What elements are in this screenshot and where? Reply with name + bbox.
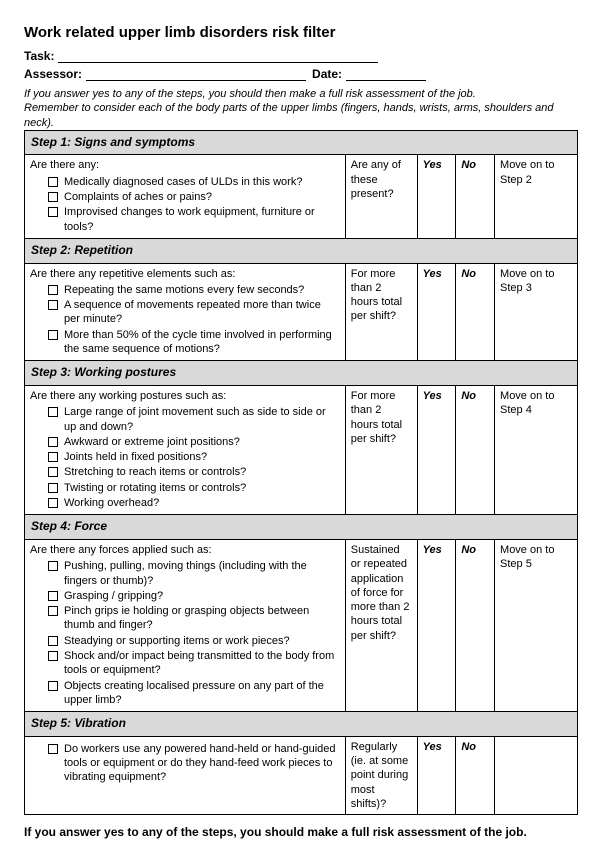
checklist-item[interactable]: Complaints of aches or pains? bbox=[48, 190, 340, 204]
sub-question-cell: For more than 2 hours total per shift? bbox=[345, 385, 417, 514]
question-text: Are there any working postures such as: bbox=[30, 389, 340, 403]
yes-cell[interactable]: Yes bbox=[417, 385, 456, 514]
checklist-item[interactable]: Pinch grips ie holding or grasping objec… bbox=[48, 604, 340, 633]
checklist-item[interactable]: Repeating the same motions every few sec… bbox=[48, 283, 340, 297]
page-title: Work related upper limb disorders risk f… bbox=[24, 24, 578, 41]
risk-filter-table: Step 1: Signs and symptomsAre there any:… bbox=[24, 130, 578, 815]
step-header: Step 2: Repetition bbox=[25, 238, 578, 263]
no-cell[interactable]: No bbox=[456, 736, 495, 814]
checklist-item[interactable]: More than 50% of the cycle time involved… bbox=[48, 328, 340, 357]
checklist-item[interactable]: Awkward or extreme joint positions? bbox=[48, 435, 340, 449]
sub-question-cell: Sustained or repeated application of for… bbox=[345, 539, 417, 711]
action-cell: Move on to Step 3 bbox=[495, 263, 578, 361]
action-cell bbox=[495, 736, 578, 814]
no-cell[interactable]: No bbox=[456, 385, 495, 514]
step-question-cell: Do workers use any powered hand-held or … bbox=[25, 736, 346, 814]
checklist-item[interactable]: Large range of joint movement such as si… bbox=[48, 405, 340, 434]
assessor-label: Assessor: bbox=[24, 67, 82, 81]
action-cell: Move on to Step 5 bbox=[495, 539, 578, 711]
no-cell[interactable]: No bbox=[456, 539, 495, 711]
checklist-item[interactable]: Improvised changes to work equipment, fu… bbox=[48, 205, 340, 234]
no-cell[interactable]: No bbox=[456, 263, 495, 361]
question-text: Are there any repetitive elements such a… bbox=[30, 267, 340, 281]
checklist-item[interactable]: Joints held in fixed positions? bbox=[48, 450, 340, 464]
checklist-item[interactable]: Twisting or rotating items or controls? bbox=[48, 481, 340, 495]
step-question-cell: Are there any working postures such as: L… bbox=[25, 385, 346, 514]
task-label: Task: bbox=[24, 49, 54, 63]
no-cell[interactable]: No bbox=[456, 155, 495, 238]
yes-cell[interactable]: Yes bbox=[417, 155, 456, 238]
question-text: Are there any forces applied such as: bbox=[30, 543, 340, 557]
step-header: Step 4: Force bbox=[25, 515, 578, 540]
checklist-item[interactable]: Grasping / gripping? bbox=[48, 589, 340, 603]
checklist-item[interactable]: Stretching to reach items or controls? bbox=[48, 465, 340, 479]
intro-line1: If you answer yes to any of the steps, y… bbox=[24, 88, 476, 100]
checklist-item[interactable]: Pushing, pulling, moving things (includi… bbox=[48, 559, 340, 588]
footer-note: If you answer yes to any of the steps, y… bbox=[24, 825, 578, 839]
yes-cell[interactable]: Yes bbox=[417, 263, 456, 361]
step-question-cell: Are there any repetitive elements such a… bbox=[25, 263, 346, 361]
action-cell: Move on to Step 4 bbox=[495, 385, 578, 514]
yes-cell[interactable]: Yes bbox=[417, 736, 456, 814]
question-text: Are there any: bbox=[30, 158, 340, 172]
checklist-item[interactable]: Objects creating localised pressure on a… bbox=[48, 679, 340, 708]
sub-question-cell: Regularly (ie. at some point during most… bbox=[345, 736, 417, 814]
yes-cell[interactable]: Yes bbox=[417, 539, 456, 711]
step-question-cell: Are there any forces applied such as: Pus… bbox=[25, 539, 346, 711]
date-label: Date: bbox=[312, 67, 342, 81]
date-input-line[interactable] bbox=[346, 67, 426, 81]
step-header: Step 1: Signs and symptoms bbox=[25, 130, 578, 155]
step-header: Step 3: Working postures bbox=[25, 361, 578, 386]
task-row: Task: bbox=[24, 49, 578, 63]
step-header: Step 5: Vibration bbox=[25, 712, 578, 737]
checklist-item[interactable]: Do workers use any powered hand-held or … bbox=[48, 742, 340, 785]
task-input-line[interactable] bbox=[58, 49, 378, 63]
sub-question-cell: Are any of these present? bbox=[345, 155, 417, 238]
intro-line2: Remember to consider each of the body pa… bbox=[24, 102, 553, 128]
checklist-item[interactable]: Medically diagnosed cases of ULDs in thi… bbox=[48, 175, 340, 189]
intro-text: If you answer yes to any of the steps, y… bbox=[24, 87, 578, 130]
action-cell: Move on to Step 2 bbox=[495, 155, 578, 238]
checklist-item[interactable]: Shock and/or impact being transmitted to… bbox=[48, 649, 340, 678]
checklist-item[interactable]: Working overhead? bbox=[48, 496, 340, 510]
sub-question-cell: For more than 2 hours total per shift? bbox=[345, 263, 417, 361]
checklist-item[interactable]: A sequence of movements repeated more th… bbox=[48, 298, 340, 327]
checklist-item[interactable]: Steadying or supporting items or work pi… bbox=[48, 634, 340, 648]
assessor-row: Assessor: Date: bbox=[24, 67, 578, 81]
step-question-cell: Are there any: Medically diagnosed cases … bbox=[25, 155, 346, 238]
assessor-input-line[interactable] bbox=[86, 67, 306, 81]
